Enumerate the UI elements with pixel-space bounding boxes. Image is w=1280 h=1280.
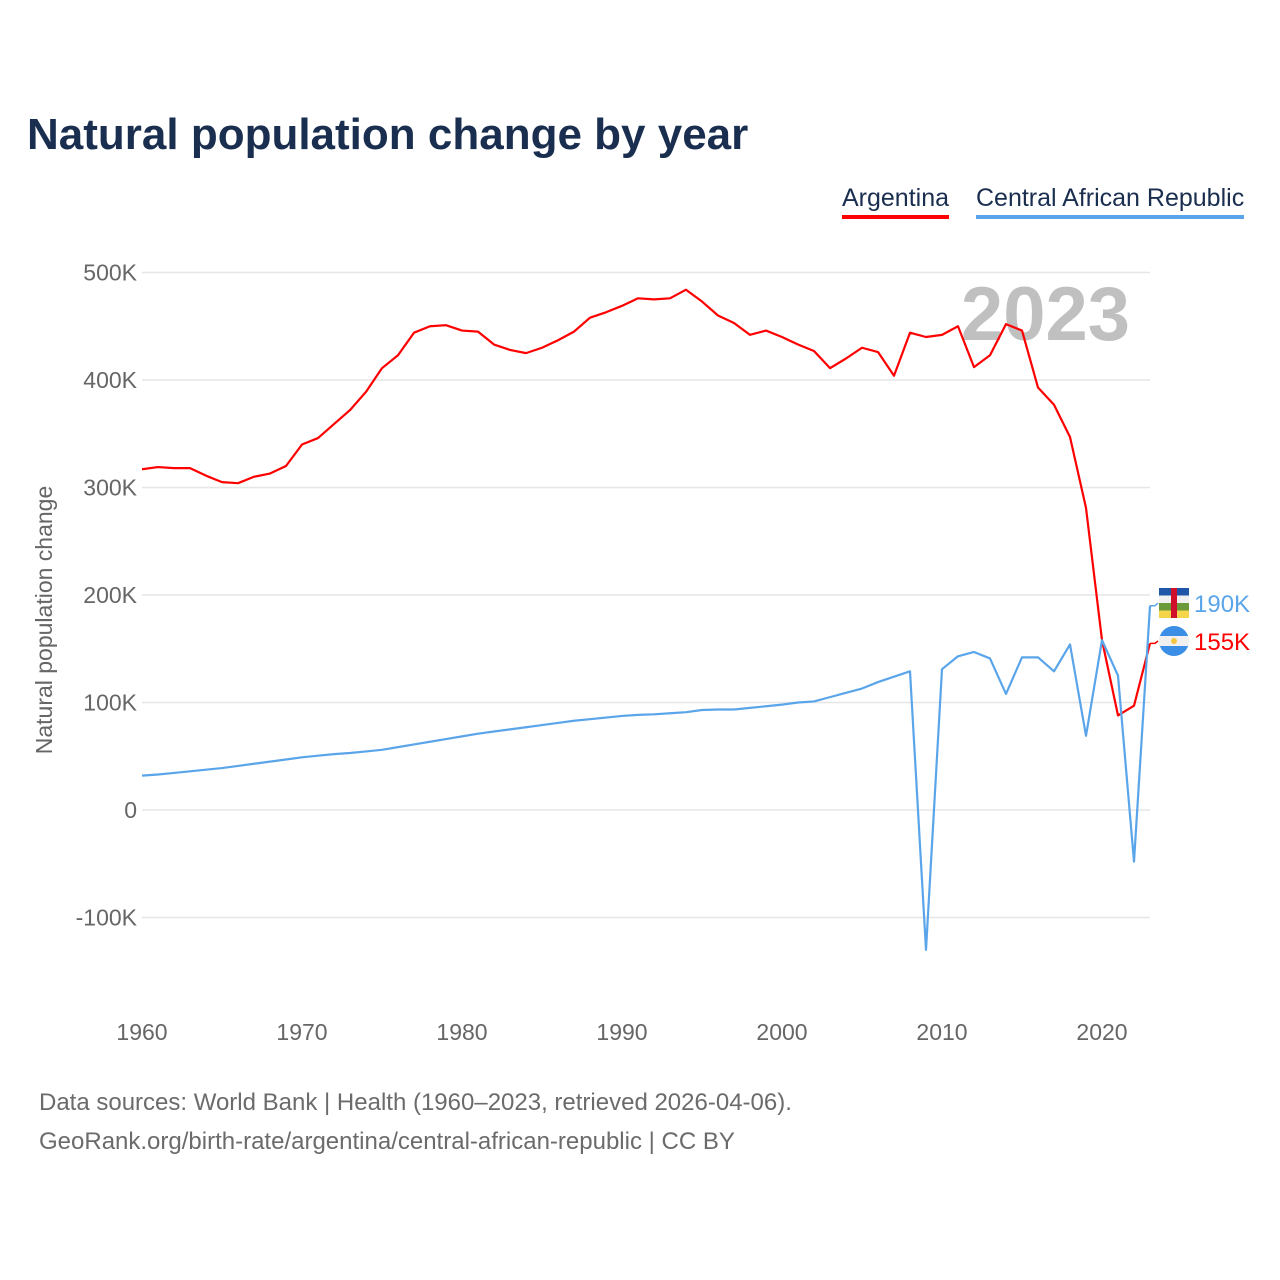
x-tick-label: 1980 bbox=[436, 1019, 487, 1045]
x-tick-label: 1990 bbox=[596, 1019, 647, 1045]
y-tick-label: 200K bbox=[83, 582, 137, 608]
legend-argentina[interactable]: Argentina bbox=[842, 184, 950, 219]
series-line-argentina bbox=[141, 288, 1152, 717]
end-connector bbox=[1150, 602, 1159, 607]
chart-title: Natural population change by year bbox=[27, 110, 749, 159]
y-tick-label: 500K bbox=[83, 260, 137, 286]
y-tick-label: 0 bbox=[124, 797, 137, 823]
y-tick-label: 100K bbox=[83, 690, 137, 716]
source-line: Data sources: World Bank | Health (1960–… bbox=[39, 1089, 792, 1116]
argentina-flag-icon bbox=[1159, 626, 1189, 656]
series-line-central-african-republic bbox=[141, 605, 1152, 951]
y-tick-label: -100K bbox=[76, 905, 138, 931]
y-tick-label: 300K bbox=[83, 475, 137, 501]
x-tick-label: 2000 bbox=[756, 1019, 807, 1045]
source-url[interactable]: GeoRank.org/birth-rate/argentina/central… bbox=[39, 1128, 735, 1155]
flag-sun bbox=[1171, 638, 1177, 644]
x-tick-label: 2020 bbox=[1076, 1019, 1127, 1045]
end-connector bbox=[1150, 640, 1159, 645]
y-tick-label: 400K bbox=[83, 367, 137, 393]
end-value-label: 155K bbox=[1194, 629, 1250, 656]
x-tick-label: 2010 bbox=[916, 1019, 967, 1045]
year-watermark: 2023 bbox=[961, 272, 1130, 357]
x-tick-label: 1970 bbox=[276, 1019, 327, 1045]
legend-central-african-republic[interactable]: Central African Republic bbox=[976, 184, 1245, 219]
x-tick-label: 1960 bbox=[116, 1019, 167, 1045]
y-axis-label: Natural population change bbox=[31, 486, 57, 755]
end-value-label: 190K bbox=[1194, 591, 1250, 618]
central-african-republic-flag-icon bbox=[1159, 588, 1189, 618]
flag-band bbox=[1171, 588, 1177, 618]
